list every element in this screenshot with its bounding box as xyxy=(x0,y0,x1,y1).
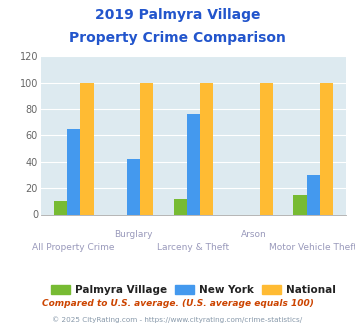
Bar xyxy=(294,195,307,214)
Text: 2019 Palmyra Village: 2019 Palmyra Village xyxy=(95,8,260,22)
Bar xyxy=(307,175,320,214)
Text: Arson: Arson xyxy=(240,230,266,239)
Text: Motor Vehicle Theft: Motor Vehicle Theft xyxy=(269,243,355,252)
Bar xyxy=(187,114,200,214)
Text: All Property Crime: All Property Crime xyxy=(33,243,115,252)
Text: Property Crime Comparison: Property Crime Comparison xyxy=(69,31,286,45)
Text: Larceny & Theft: Larceny & Theft xyxy=(157,243,230,252)
Bar xyxy=(127,159,140,214)
Text: Compared to U.S. average. (U.S. average equals 100): Compared to U.S. average. (U.S. average … xyxy=(42,299,313,308)
Bar xyxy=(67,129,80,214)
Bar xyxy=(320,82,333,214)
Bar xyxy=(174,199,187,214)
Bar xyxy=(200,82,213,214)
Bar xyxy=(54,201,67,214)
Bar xyxy=(260,82,273,214)
Legend: Palmyra Village, New York, National: Palmyra Village, New York, National xyxy=(47,281,340,299)
Bar xyxy=(140,82,153,214)
Text: © 2025 CityRating.com - https://www.cityrating.com/crime-statistics/: © 2025 CityRating.com - https://www.city… xyxy=(53,317,302,323)
Bar xyxy=(80,82,93,214)
Text: Burglary: Burglary xyxy=(114,230,153,239)
